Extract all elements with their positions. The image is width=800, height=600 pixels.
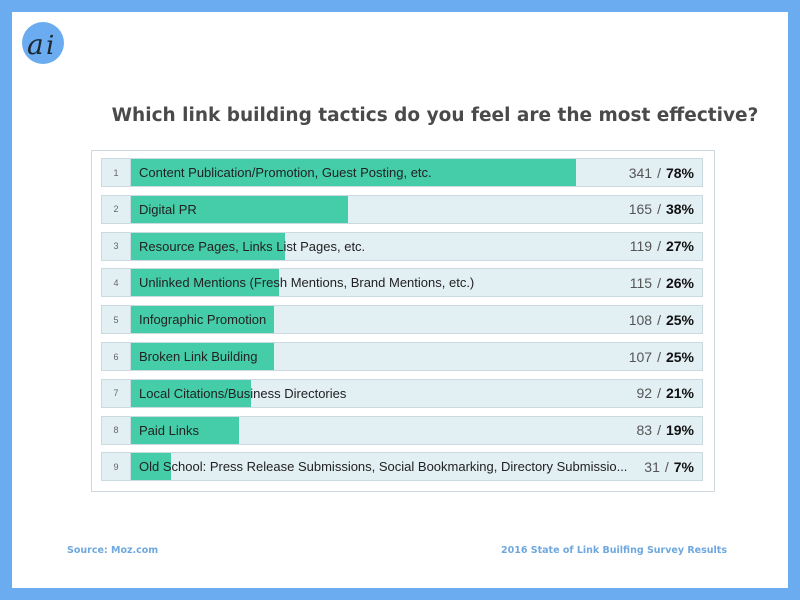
row-percent: 78%: [665, 164, 694, 181]
row-count: 31: [644, 458, 660, 475]
value-separator: /: [657, 201, 661, 218]
table-row: 4 Unlinked Mentions (Fresh Mentions, Bran…: [101, 268, 703, 298]
row-count: 341: [628, 164, 653, 181]
row-percent: 19%: [665, 422, 694, 439]
row-percent: 25%: [665, 311, 694, 328]
row-label: Broken Link Building: [139, 349, 258, 364]
row-value: 165/38%: [629, 196, 694, 223]
row-label: Old School: Press Release Submissions, S…: [139, 459, 628, 475]
row-value: 108/25%: [629, 306, 694, 333]
source-note: Source: Moz.com: [67, 545, 159, 556]
row-value: 92/21%: [637, 380, 695, 407]
value-separator: /: [664, 458, 669, 475]
value-separator: /: [657, 422, 661, 439]
row-value: 107/25%: [629, 343, 694, 370]
row-rank: 1: [102, 159, 131, 186]
row-label: Digital PR: [139, 201, 197, 217]
row-value: 341/78%: [629, 159, 694, 186]
table-row: 9 Old School: Press Release Submissions, …: [101, 452, 703, 482]
row-value: 83/19%: [637, 417, 695, 444]
value-separator: /: [657, 238, 661, 255]
row-value: 119/27%: [630, 233, 694, 260]
svg-text:i: i: [46, 31, 54, 61]
value-separator: /: [657, 385, 661, 402]
table-row: 6 Broken Link Building 107/25%: [101, 342, 703, 371]
row-count: 165: [628, 201, 653, 218]
row-percent: 21%: [665, 385, 694, 402]
chart-title: Which link building tactics do you feel …: [111, 105, 759, 126]
row-label: Resource Pages, Links List Pages, etc.: [139, 238, 366, 254]
row-bar: [131, 232, 286, 260]
table-row: 2 Digital PR 165/38%: [101, 194, 703, 224]
value-separator: /: [657, 311, 661, 328]
row-rank: 2: [102, 195, 131, 223]
table-row: 1 Content Publication/Promotion, Guest Po…: [101, 158, 703, 187]
row-count: 115: [629, 274, 653, 291]
row-count: 83: [636, 422, 653, 439]
row-rank: 4: [102, 269, 131, 297]
row-percent: 38%: [665, 201, 694, 218]
row-bar: [131, 269, 280, 297]
row-bar: [131, 453, 171, 481]
row-rank: 3: [102, 232, 131, 260]
row-percent: 25%: [665, 348, 694, 365]
table-row: 7 Local Citations/Business Directories 92/…: [101, 378, 703, 408]
row-bar: [131, 379, 251, 407]
row-rank: 9: [102, 453, 131, 481]
row-bar: [131, 306, 274, 334]
row-bar: [131, 343, 274, 370]
row-rank: 6: [102, 343, 131, 370]
row-rank: 7: [102, 379, 131, 407]
row-value: 115/26%: [630, 269, 694, 296]
row-count: 108: [628, 311, 653, 328]
row-count: 119: [629, 238, 653, 255]
ai-logo-icon: a i: [21, 21, 65, 65]
row-rank: 5: [102, 306, 131, 334]
row-label: Unlinked Mentions (Fresh Mentions, Brand…: [139, 275, 475, 291]
value-separator: /: [657, 274, 661, 291]
row-count: 92: [636, 385, 653, 402]
row-label: Infographic Promotion: [139, 312, 267, 328]
row-label: Paid Links: [139, 422, 199, 438]
row-bar: [131, 159, 577, 186]
row-bar: [131, 416, 240, 444]
row-bar: [131, 195, 348, 223]
table-row: 5 Infographic Promotion 108/25%: [101, 305, 703, 335]
row-label: Local Citations/Business Directories: [139, 385, 347, 401]
value-separator: /: [657, 164, 661, 181]
table-row: 8 Paid Links 83/19%: [101, 415, 703, 445]
value-separator: /: [657, 348, 661, 365]
row-count: 107: [628, 348, 653, 365]
row-label: Content Publication/Promotion, Guest Pos…: [139, 165, 432, 180]
row-rank: 8: [102, 416, 131, 444]
row-percent: 26%: [665, 274, 694, 291]
row-percent: 27%: [665, 238, 694, 255]
row-value: 31/7%: [644, 453, 694, 480]
svg-text:a: a: [27, 28, 44, 61]
survey-caption: 2016 State of Link Builfing Survey Resul…: [501, 545, 727, 556]
table-row: 3 Resource Pages, Links List Pages, etc. 1…: [101, 231, 703, 261]
row-percent: 7%: [673, 458, 694, 475]
